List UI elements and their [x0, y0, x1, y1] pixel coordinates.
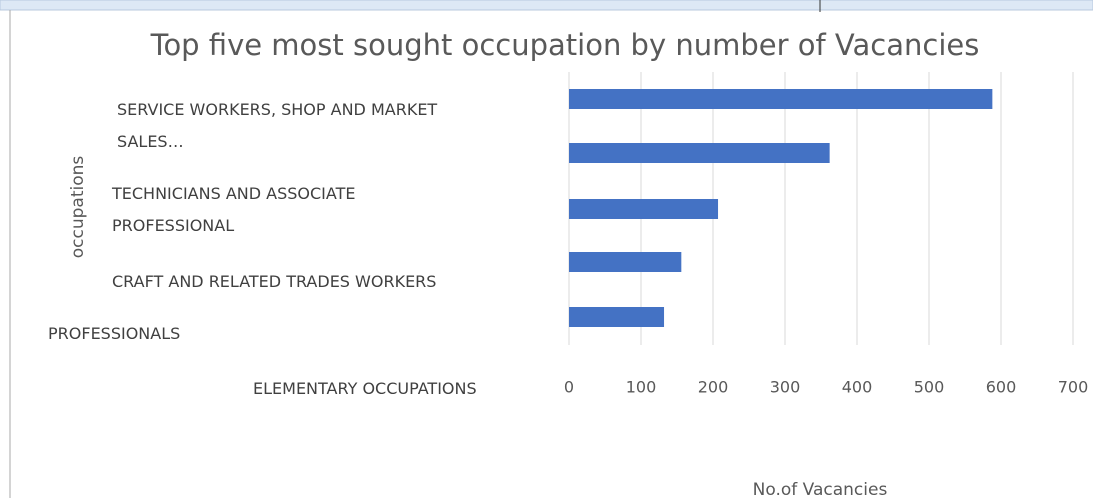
- bar: [569, 199, 719, 219]
- category-label: PROFESSIONALS: [48, 324, 181, 343]
- x-tick-label: 300: [770, 378, 801, 397]
- x-tick-label: 0: [564, 378, 574, 397]
- bar: [569, 307, 665, 327]
- x-tick-label: 100: [626, 378, 657, 397]
- category-label: TECHNICIANS AND ASSOCIATE PROFESSIONAL: [112, 184, 356, 235]
- chart-title: Top five most sought occupation by numbe…: [150, 28, 980, 62]
- category-label: CRAFT AND RELATED TRADES WORKERS: [112, 272, 437, 291]
- bar: [569, 252, 682, 272]
- x-tick-label: 600: [986, 378, 1017, 397]
- category-label: SERVICE WORKERS, SHOP AND MARKET SALES…: [117, 100, 438, 151]
- bar: [569, 143, 830, 163]
- category-label: ELEMENTARY OCCUPATIONS: [253, 379, 477, 398]
- bar: [569, 89, 993, 109]
- x-axis-title: No.of Vacancies: [753, 480, 888, 498]
- x-tick-label: 700: [1058, 378, 1089, 397]
- top-band: [0, 0, 1093, 11]
- y-axis-title: occupations: [68, 156, 88, 259]
- x-tick-label: 400: [842, 378, 873, 397]
- x-tick-label: 500: [914, 378, 945, 397]
- x-tick-label: 200: [698, 378, 729, 397]
